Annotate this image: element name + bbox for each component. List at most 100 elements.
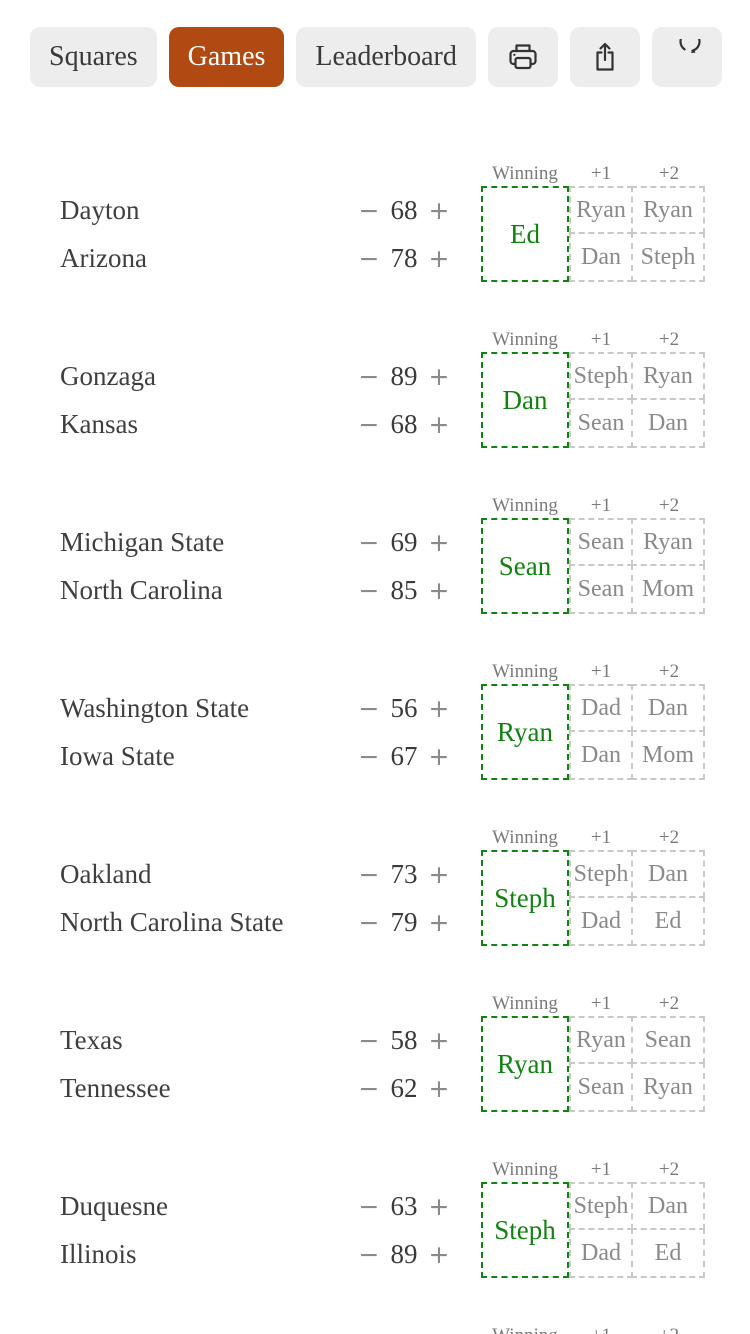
plus-two-top-square: Sean: [631, 1016, 705, 1064]
score-increment-button[interactable]: +: [428, 361, 450, 391]
plus-two-column-header: +2: [658, 660, 680, 682]
score-decrement-button[interactable]: −: [358, 1239, 380, 1269]
plus-one-top-square: Dad: [569, 684, 633, 732]
score-increment-button[interactable]: +: [428, 409, 450, 439]
score-value: 89: [390, 360, 418, 391]
picks-header: Winning +1 +2: [481, 659, 705, 684]
tab-games[interactable]: Games: [168, 27, 285, 87]
plus-one-bottom-square: Sean: [569, 564, 633, 614]
plus-one-bottom-square: Sean: [569, 398, 633, 448]
score-stepper: − 56 +: [357, 693, 451, 724]
score-increment-button[interactable]: +: [428, 1191, 450, 1221]
team-name: Iowa State: [60, 740, 175, 771]
score-decrement-button[interactable]: −: [358, 361, 380, 391]
score-stepper: − 69 +: [357, 527, 451, 558]
score-increment-button[interactable]: +: [428, 859, 450, 889]
plus-two-column-header: +2: [658, 162, 680, 184]
teams: Washington State − 56 + Iowa State − 67 …: [60, 659, 481, 780]
score-increment-button[interactable]: +: [428, 575, 450, 605]
winning-column-header: Winning: [492, 992, 558, 1014]
plus-two-top-square: Dan: [631, 684, 705, 732]
print-button[interactable]: [487, 27, 558, 87]
team-name: Washington State: [60, 692, 250, 723]
winning-column-header: Winning: [492, 494, 558, 516]
tab-leaderboard[interactable]: Leaderboard: [296, 27, 476, 87]
games-list: Dayton − 68 + Arizona − 78 + Winning +1: [0, 87, 750, 1334]
plus-one-column-header: +1: [590, 162, 612, 184]
score-increment-button[interactable]: +: [428, 195, 450, 225]
plus-one-column-header: +1: [590, 494, 612, 516]
game-card-partial: Winning +1 +2: [60, 1323, 705, 1334]
picks: Winning +1 +2 Ryan Dad Dan Dan Mom: [481, 659, 705, 780]
plus-one-column-header: +1: [590, 660, 612, 682]
score-stepper: − 79 +: [357, 907, 451, 938]
picks-header: Winning +1 +2: [481, 493, 705, 518]
score-decrement-button[interactable]: −: [358, 907, 380, 937]
team-name: Tennessee: [60, 1072, 171, 1103]
score-value: 63: [390, 1190, 418, 1221]
plus-two-bottom-square: Mom: [631, 564, 705, 614]
score-value: 69: [390, 526, 418, 557]
score-stepper: − 89 +: [357, 361, 451, 392]
plus-two-column-header: +2: [658, 494, 680, 516]
score-decrement-button[interactable]: −: [358, 1191, 380, 1221]
plus-one-top-square: Steph: [569, 850, 633, 898]
plus-one-top-square: Steph: [569, 1182, 633, 1230]
refresh-icon: [679, 39, 701, 54]
score-decrement-button[interactable]: −: [358, 741, 380, 771]
plus-two-bottom-square: Ed: [631, 896, 705, 946]
tab-squares[interactable]: Squares: [30, 27, 157, 87]
score-increment-button[interactable]: +: [428, 527, 450, 557]
score-increment-button[interactable]: +: [428, 693, 450, 723]
score-value: 58: [390, 1024, 418, 1055]
teams: Texas − 58 + Tennessee − 62 +: [60, 991, 481, 1112]
plus-one-column-header: +1: [590, 328, 612, 350]
teams: Dayton − 68 + Arizona − 78 +: [60, 161, 481, 282]
plus-one-top-square: Steph: [569, 352, 633, 400]
score-stepper: − 89 +: [357, 1239, 451, 1270]
score-increment-button[interactable]: +: [428, 1025, 450, 1055]
team-row: Dayton − 68 +: [60, 186, 481, 234]
plus-two-column-header: +2: [658, 826, 680, 848]
team-name: Dayton: [60, 194, 140, 225]
team-name: Michigan State: [60, 526, 225, 557]
refresh-button[interactable]: [651, 27, 722, 87]
game-card: Gonzaga − 89 + Kansas − 68 + Winning +1: [60, 327, 705, 448]
picks-header: Winning +1 +2: [481, 825, 705, 850]
score-decrement-button[interactable]: −: [358, 693, 380, 723]
plus-one-bottom-square: Dan: [569, 730, 633, 780]
score-increment-button[interactable]: +: [428, 243, 450, 273]
score-value: 85: [390, 574, 418, 605]
score-increment-button[interactable]: +: [428, 1239, 450, 1269]
score-decrement-button[interactable]: −: [358, 575, 380, 605]
score-decrement-button[interactable]: −: [358, 409, 380, 439]
score-value: 89: [390, 1238, 418, 1269]
teams: Oakland − 73 + North Carolina State − 79…: [60, 825, 481, 946]
score-stepper: − 67 +: [357, 741, 451, 772]
team-name: North Carolina: [60, 574, 223, 605]
score-increment-button[interactable]: +: [428, 907, 450, 937]
score-decrement-button[interactable]: −: [358, 195, 380, 225]
picks-grid: Dan Steph Ryan Sean Dan: [481, 352, 705, 448]
score-increment-button[interactable]: +: [428, 741, 450, 771]
score-decrement-button[interactable]: −: [358, 859, 380, 889]
score-value: 67: [390, 740, 418, 771]
plus-two-top-square: Ryan: [631, 352, 705, 400]
score-decrement-button[interactable]: −: [358, 1025, 380, 1055]
score-value: 79: [390, 906, 418, 937]
toolbar: Squares Games Leaderboard: [0, 0, 750, 87]
score-decrement-button[interactable]: −: [358, 527, 380, 557]
teams: Michigan State − 69 + North Carolina − 8…: [60, 493, 481, 614]
score-stepper: − 85 +: [357, 575, 451, 606]
picks-header: Winning +1 +2: [481, 1323, 705, 1334]
score-stepper: − 78 +: [357, 243, 451, 274]
team-name: Oakland: [60, 858, 152, 889]
team-row: North Carolina State − 79 +: [60, 898, 481, 946]
score-decrement-button[interactable]: −: [358, 1073, 380, 1103]
plus-one-bottom-square: Dad: [569, 896, 633, 946]
score-decrement-button[interactable]: −: [358, 243, 380, 273]
share-button[interactable]: [569, 27, 640, 87]
score-increment-button[interactable]: +: [428, 1073, 450, 1103]
team-name: North Carolina State: [60, 906, 284, 937]
team-row: Gonzaga − 89 +: [60, 352, 481, 400]
